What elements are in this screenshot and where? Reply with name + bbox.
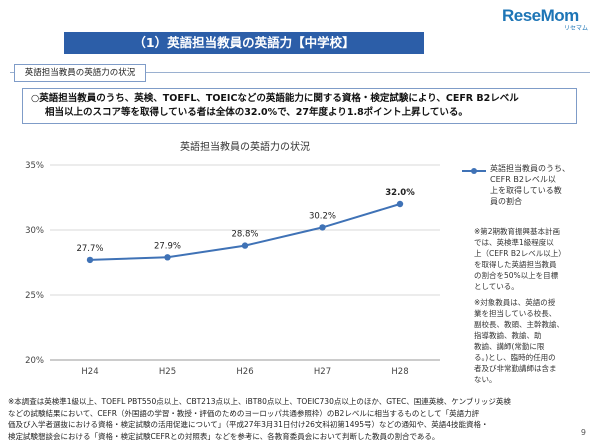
- resemom-logo: ReseMom リセマム: [502, 6, 590, 32]
- y-tick-label: 30%: [25, 226, 44, 236]
- summary-box: ○英語担当教員のうち、英検、TOEFL、TOEICなどの英語能力に関する資格・検…: [22, 88, 577, 124]
- footnote: ※本調査は英検準1級以上、TOEFL PBT550点以上、CBT213点以上、i…: [8, 396, 568, 442]
- data-point: [396, 200, 404, 208]
- note-line: 教諭、講師(常勤に限: [474, 342, 545, 351]
- footnote-line: ※本調査は英検準1級以上、TOEFL PBT550点以上、CBT213点以上、i…: [8, 397, 511, 406]
- data-label: 28.8%: [231, 230, 258, 240]
- legend-line: CEFR B2レベル以: [490, 175, 556, 184]
- logo-brand: ReseMom: [502, 6, 579, 25]
- summary-increase: 1.8ポイント上昇: [346, 107, 421, 118]
- note-line: ※対象教員は、英語の授: [474, 298, 556, 307]
- y-tick-label: 25%: [25, 291, 44, 301]
- section-divider: [10, 72, 590, 73]
- x-tick-label: H28: [391, 367, 408, 377]
- data-point: [164, 254, 171, 261]
- summary-line-1: ○英語担当教員のうち、英検、TOEFL、TOEICなどの英語能力に関する資格・検…: [31, 93, 519, 104]
- legend-swatch: [462, 168, 486, 174]
- data-label: 32.0%: [385, 188, 415, 198]
- x-tick-label: H24: [81, 367, 98, 377]
- line-chart: 英語担当教員の英語力の状況 20% 25% 30% 35% H24 H25 H26 H27 H28…: [25, 140, 440, 377]
- footnote-line: などの試験結果において、CEFR（外国語の学習・教授・評価のためのヨーロッパ共通…: [8, 408, 480, 418]
- chart-legend: 英語担当教員のうち、 CEFR B2レベル以 上を取得している教 員の割合: [462, 163, 592, 207]
- data-label: 27.7%: [76, 244, 103, 254]
- legend-line: 員の割合: [490, 197, 522, 206]
- note-line: 上（CEFR B2レベル以上）: [474, 249, 566, 258]
- data-point: [241, 242, 249, 249]
- note-line: の割合を50%以上を目標: [474, 271, 559, 280]
- note-line: 者及び非常勤講師は含ま: [474, 364, 557, 373]
- x-tick-label: H27: [314, 367, 331, 377]
- summary-line-2: 相当以上のスコア等を取得している者は全体の32.0%で、27年度より1.8ポイン…: [31, 106, 568, 120]
- data-label: 30.2%: [309, 211, 336, 221]
- summary-text-e: している。: [420, 107, 468, 118]
- note-target: ※第2期教育振興基本計画 では、英検準1級程度以 上（CEFR B2レベル以上）…: [474, 226, 589, 292]
- data-label: 27.9%: [154, 241, 181, 251]
- y-tick-label: 20%: [25, 356, 44, 366]
- data-point: [319, 224, 326, 231]
- note-line: では、英検準1級程度以: [474, 238, 554, 247]
- logo-sub: リセマム: [563, 25, 588, 32]
- section-label: 英語担当教員の英語力の状況: [14, 64, 146, 82]
- chart-title: 英語担当教員の英語力の状況: [180, 140, 310, 153]
- legend-line: 英語担当教員のうち、: [490, 164, 570, 173]
- note-line: としている。: [474, 282, 519, 291]
- note-line: を取得した英語担当教員: [474, 260, 557, 269]
- note-line: 副校長、教頭、主幹教諭、: [474, 320, 564, 329]
- footnote-line: 価及び入学者選抜における資格・検定試験の活用促進について」（平成27年3月31日…: [8, 420, 489, 429]
- data-point: [86, 256, 94, 264]
- note-line: る。)とし、臨時的任用の: [474, 353, 556, 362]
- note-line: 業を担当している校長、: [474, 309, 557, 318]
- x-tick-label: H25: [159, 367, 176, 377]
- summary-text-c: で、27年度より: [277, 107, 347, 118]
- x-tick-label: H26: [236, 367, 253, 377]
- page-number: 9: [580, 428, 586, 437]
- page-title: （1）英語担当教員の英語力【中学校】: [64, 32, 424, 54]
- legend-line: 上を取得している教: [490, 186, 562, 195]
- footnote-line: 検定試験懇談会における「資格・検定試験CEFRとの対照表」などを参考に、各教育委…: [8, 431, 440, 441]
- summary-value: 32.0%: [244, 107, 278, 118]
- note-target-teachers: ※対象教員は、英語の授 業を担当している校長、 副校長、教頭、主幹教諭、 指導教…: [474, 297, 589, 385]
- note-line: 指導教諭、教諭、助: [474, 331, 542, 340]
- y-tick-label: 35%: [25, 161, 44, 171]
- note-line: ない。: [474, 375, 497, 384]
- legend-text: 英語担当教員のうち、 CEFR B2レベル以 上を取得している教 員の割合: [490, 163, 592, 207]
- summary-text-a: 相当以上のスコア等を取得している者は全体の: [45, 107, 245, 118]
- note-line: ※第2期教育振興基本計画: [474, 227, 561, 236]
